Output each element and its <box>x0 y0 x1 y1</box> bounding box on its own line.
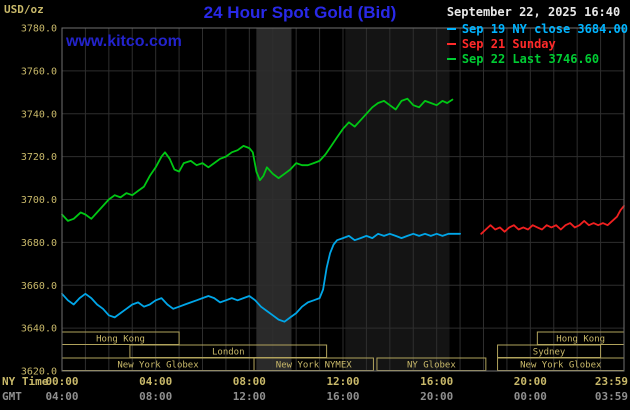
legend-line-swatch <box>446 27 456 30</box>
x-tick-gmt: 00:00 <box>514 390 547 403</box>
x-tick-gmt: 12:00 <box>233 390 266 403</box>
legend-line-swatch <box>446 57 456 60</box>
x-tick-gmt: 03:59 <box>595 390 628 403</box>
series-sep-22-last <box>61 97 454 222</box>
x-tick-ny-time: 23:59 <box>595 375 628 388</box>
legend-entry-label: Sep 19 NY close 3684.00 <box>461 21 628 36</box>
y-tick-label: 3720.0 <box>21 152 57 163</box>
session-label: New York Globex <box>117 361 199 371</box>
legend-entry: Sep 22 Last 3746.60 <box>446 51 628 66</box>
unit-label: USD/oz <box>4 3 44 16</box>
session-label: Sydney <box>533 348 566 358</box>
x-tick-gmt: 08:00 <box>139 390 172 403</box>
legend: September 22, 2025 16:40 Sep 19 NY close… <box>446 5 628 66</box>
legend-line-swatch <box>446 42 456 45</box>
session-label: Hong Kong <box>96 335 145 345</box>
legend-entry: Sep 19 NY close 3684.00 <box>446 21 628 36</box>
session-label: New York Globex <box>520 361 602 371</box>
x-tick-ny-time: 08:00 <box>233 375 266 388</box>
x-tick-gmt: 04:00 <box>45 390 78 403</box>
datetime-label: September 22, 2025 16:40 <box>446 5 621 19</box>
x-tick-ny-time: 16:00 <box>420 375 453 388</box>
x-tick-ny-time: 00:00 <box>45 375 78 388</box>
session-label: Hong Kong <box>556 335 605 345</box>
legend-entries: Sep 19 NY close 3684.00 Sep 21 Sunday Sep … <box>446 21 628 66</box>
session-label: London <box>212 348 245 358</box>
plot-border <box>61 27 625 372</box>
y-tick-label: 3760.0 <box>21 66 57 77</box>
y-tick-label: 3780.0 <box>21 24 57 35</box>
legend-entry-label: Sep 22 Last 3746.60 <box>461 51 600 66</box>
x-tick-gmt: 16:00 <box>326 390 359 403</box>
session-label: New York NYMEX <box>276 361 352 371</box>
page-title: 24 Hour Spot Gold (Bid) <box>203 3 397 22</box>
y-tick-label: 3680.0 <box>21 238 57 249</box>
ny-time-axis-label: NY Time <box>2 375 49 388</box>
y-tick-label: 3700.0 <box>21 195 57 206</box>
y-tick-label: 3620.0 <box>21 367 57 378</box>
legend-entry: Sep 21 Sunday <box>446 36 628 51</box>
legend-entry-label: Sep 21 Sunday <box>461 36 556 51</box>
y-tick-label: 3660.0 <box>21 281 57 292</box>
kitco-link[interactable]: www.kitco.com <box>66 33 182 50</box>
x-tick-ny-time: 04:00 <box>139 375 172 388</box>
y-tick-label: 3740.0 <box>21 109 57 120</box>
series-sep-21-sunday <box>480 204 625 235</box>
y-tick-label: 3640.0 <box>21 324 57 335</box>
x-tick-ny-time: 20:00 <box>514 375 547 388</box>
series-sep-19-ny-close <box>61 232 462 323</box>
x-tick-gmt: 20:00 <box>420 390 453 403</box>
session-label: NY Globex <box>407 361 456 371</box>
gmt-axis-label: GMT <box>2 390 22 403</box>
x-tick-ny-time: 12:00 <box>326 375 359 388</box>
